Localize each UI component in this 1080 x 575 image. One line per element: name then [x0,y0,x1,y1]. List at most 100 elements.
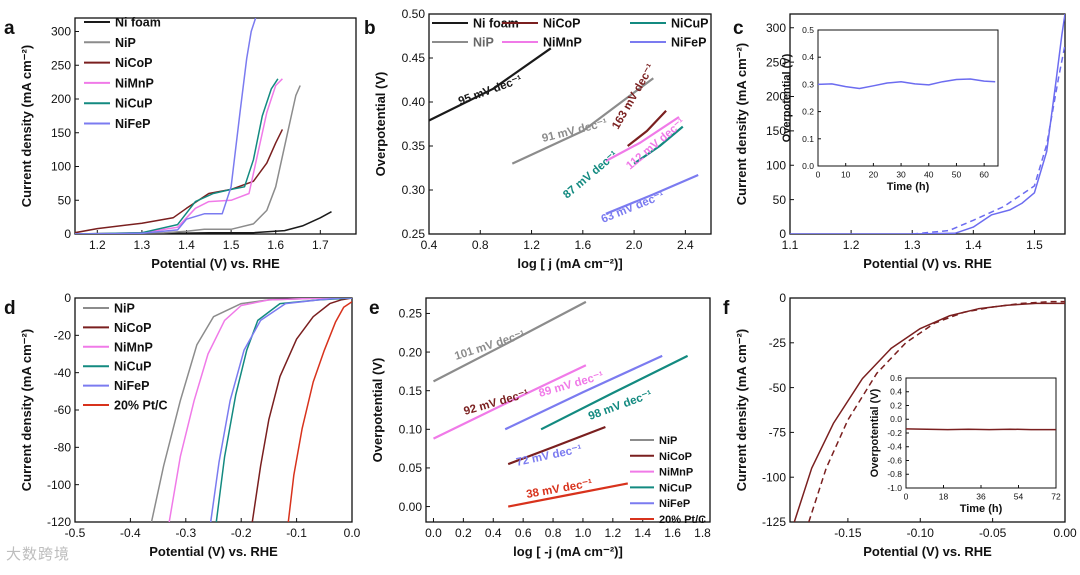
a-legend-label: Ni foam [115,16,161,30]
a-ytick-label: 300 [51,25,71,39]
panel-f: f-0.15 -0.10 -0.05 0.000-25-50-75-100-125Po… [723,291,1077,559]
d-series-nimnp [168,298,352,522]
b-series-group [429,47,699,215]
f-inset-ytick-label: -0.2 [887,428,902,438]
d-series-nifep [209,298,352,522]
b-xtick-label: 2.0 [626,238,643,252]
e-series-20-pt-c [507,482,629,508]
c-ylabel: Current density (mA cm⁻²) [734,43,749,205]
c-xlabel: Potential (V) vs. RHE [863,256,992,271]
b-slope-annotation: 163 mV dec⁻¹ [610,62,657,132]
a-series-group [75,18,332,234]
b-ytick-label: 0.40 [402,95,426,109]
c-inset-ytick-label: 0.0 [802,161,814,171]
a-ytick-label: 200 [51,92,71,106]
a-xtick-label: 1.6 [267,238,284,252]
e-slope-annotation: 101 mV dec⁻¹ [453,329,526,363]
c-inset-xtick-label: 40 [924,170,934,180]
c-xtick-label: 1.2 [843,238,860,252]
c-ytick-label: 300 [766,21,786,35]
e-ytick-label: 0.25 [399,307,423,321]
b-slope-annotation: 63 mV dec⁻¹ [600,190,667,226]
e-xtick-label: 0.6 [515,526,532,540]
d-ytick-label: 0 [64,291,71,305]
a-series-nicup [75,78,279,234]
b-slope-annotation: 87 mV dec⁻¹ [561,149,620,201]
panel-a-letter: a [4,18,15,39]
a-frame [74,17,357,235]
f-inset-ytick-label: -0.4 [887,442,902,452]
d-legend-label: NiP [114,302,135,316]
c-xtick-label: 1.3 [904,238,921,252]
d-legend-label: NiFeP [114,379,149,393]
e-slope-annotation: 98 mV dec⁻¹ [587,389,654,423]
b-series-nicop [627,110,667,147]
c-inset-ytick-label: 0.2 [802,107,814,117]
f-inset-ytick-label: 0.0 [890,414,902,424]
b-legend-label: NiCuP [671,17,709,31]
e-legend-label: NiCuP [659,482,692,494]
c-xtick-label: 1.4 [965,238,982,252]
e-series-nifep [504,354,663,431]
c-ytick-label: 200 [766,90,786,104]
c-inset-xtick-label: 0 [816,170,821,180]
c-inset-xtick-label: 10 [841,170,851,180]
b-legend-label: NiMnP [543,36,582,50]
a-ytick-label: 150 [51,126,71,140]
e-series-nimnp [433,364,587,440]
e-ytick-label: 0.10 [399,423,423,437]
b-xtick-label: 0.4 [421,238,438,252]
panel-c-letter: c [733,18,744,39]
c-inset-ylabel: Overpotential (V) [781,53,793,142]
c-inset-xtick-label: 50 [952,170,962,180]
d-xtick-label: 0.0 [344,526,361,540]
f-frame [789,297,1066,523]
f-ytick-label: -50 [769,381,787,395]
d-xlabel: Potential (V) vs. RHE [149,544,278,559]
e-ytick-label: 0.00 [399,500,423,514]
e-legend-label: NiCoP [659,451,692,463]
e-series-nicop [507,425,606,466]
b-xtick-label: 1.6 [574,238,591,252]
a-ytick-label: 0 [64,227,71,241]
c-inset-series-stability [817,78,996,90]
f-xtick-label: -0.15 [834,526,862,540]
c-ytick-label: 100 [766,158,786,172]
a-legend-label: NiCoP [115,56,153,70]
e-ytick-label: 0.05 [399,461,423,475]
b-xtick-label: 1.2 [523,238,540,252]
e-xtick-label: 1.4 [634,526,651,540]
e-ytick-label: 0.15 [399,384,423,398]
d-xtick-label: -0.4 [120,526,141,540]
e-slope-annotation: 92 mV dec⁻¹ [463,388,531,418]
f-xtick-label: -0.05 [979,526,1007,540]
f-inset-ytick-label: 0.6 [890,373,902,383]
d-xtick-label: -0.2 [231,526,252,540]
b-xlabel: log [ j (mA cm⁻²)] [517,256,622,271]
f-inset-xlabel: Time (h) [960,503,1003,515]
e-ylabel: Overpotential (V) [370,358,385,463]
b-series-nicup [633,125,684,165]
c-series-group [790,14,1065,234]
e-xtick-label: 0.2 [455,526,472,540]
e-xtick-label: 1.6 [664,526,681,540]
b-slope-annotation: 91 mV dec⁻¹ [541,117,609,145]
f-inset-xtick-label: 0 [904,492,909,502]
e-slope-annotation: 72 mV dec⁻¹ [515,443,583,469]
e-xtick-label: 1.8 [694,526,711,540]
f-inset-ytick-label: 0.4 [890,387,902,397]
f-ytick-label: -75 [769,426,787,440]
c-inset-frame [817,29,999,167]
f-inset-xtick-label: 54 [1014,492,1024,502]
d-ytick-label: -100 [47,478,71,492]
b-legend-label: NiFeP [671,36,706,50]
c-series-after-stability [912,44,1065,234]
a-xtick-label: 1.7 [312,238,329,252]
e-legend-label: NiMnP [659,467,693,479]
c-series-initial [790,14,1065,234]
a-xtick-label: 1.2 [89,238,106,252]
a-xtick-label: 1.3 [134,238,151,252]
b-series-nimnp [605,116,680,162]
b-slope-annotation: 112 mV dec⁻¹ [624,116,687,172]
